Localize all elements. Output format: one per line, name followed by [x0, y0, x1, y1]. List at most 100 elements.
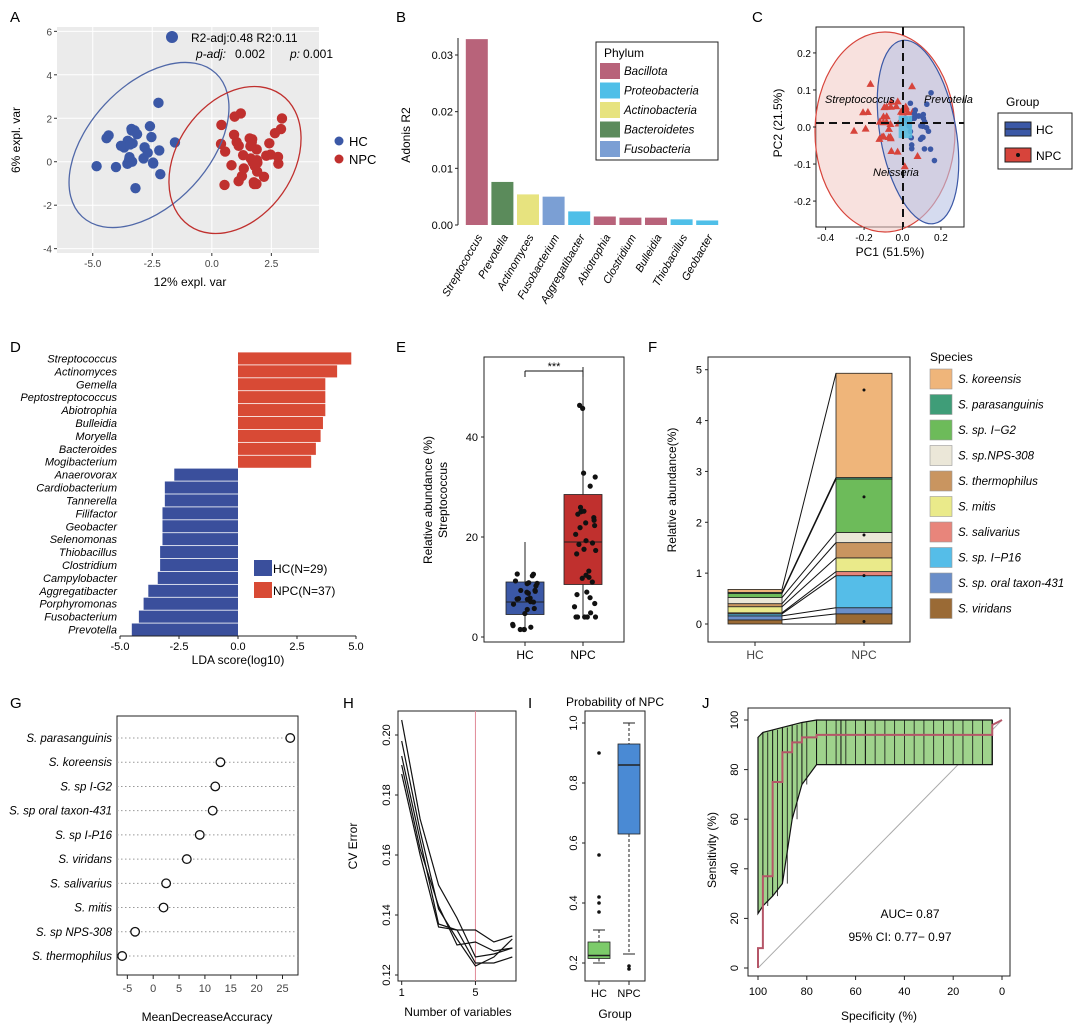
d-ytick-label: Anaerovorax	[54, 470, 118, 482]
a-point-npc	[216, 119, 227, 131]
c-legend-hc: HC	[1036, 123, 1054, 137]
c-point-npc	[861, 124, 870, 132]
a-point-hc	[130, 182, 141, 194]
c-point-hc	[927, 146, 934, 152]
f-legend-label: S. sp. I−G2	[958, 425, 1016, 437]
f-ytick-label: 5	[696, 365, 702, 377]
f-mean-dot	[862, 619, 866, 623]
f-ytick-label: 4	[696, 416, 702, 428]
h-cv-line	[401, 719, 513, 958]
g-xtick-label: -5	[122, 983, 132, 995]
g-ytick-label: S. sp I-P16	[55, 830, 112, 842]
a-point-npc	[219, 146, 231, 157]
c-legend-npc: NPC	[1036, 149, 1062, 163]
i-ytick-label: 1.0	[568, 715, 580, 730]
i-xtick-label: NPC	[617, 988, 640, 1000]
d-legend-hc-key	[254, 560, 272, 576]
d-bar	[174, 468, 238, 481]
panel-a: -5.0 -2.5 0.0 2.5 -4 -2 0 2 4 6 R2-adj:0.48 R2:0.…	[9, 27, 376, 289]
f-legend-title: Species	[930, 350, 973, 364]
d-bar	[238, 404, 326, 417]
f-mean-dot	[862, 574, 866, 578]
a-point-npc	[228, 129, 240, 140]
b-bar	[491, 181, 514, 225]
g-point	[158, 902, 169, 913]
panel-h: 0.12 0.14 0.16 0.18 0.20 1 5 Number of variabl…	[346, 710, 517, 1019]
a-legend-npc-dot	[334, 154, 344, 164]
i-outlier	[597, 910, 601, 914]
g-ytick-label: S. sp oral taxon-431	[9, 806, 112, 818]
c-point-hc	[931, 157, 938, 164]
f-legend-label: S. sp.NPS-308	[958, 451, 1035, 463]
a-point-hc	[155, 168, 166, 180]
a-xtick-label: -2.5	[144, 259, 162, 270]
d-ytick-label: Cardiobacterium	[36, 483, 117, 495]
panel-e: 0 20 40 HC NPC *** Relative abundance (%) St…	[421, 356, 625, 662]
i-outlier	[597, 895, 601, 899]
a-point-hc	[125, 139, 136, 150]
f-segment	[835, 575, 893, 609]
e-point	[586, 568, 592, 574]
a-point-npc	[237, 149, 249, 161]
panel-label-f: F	[648, 339, 657, 356]
c-point-npc	[879, 132, 888, 140]
i-ytick-label: 0.6	[568, 835, 580, 850]
d-xtick-label: 5.0	[348, 641, 363, 653]
e-point	[577, 504, 584, 510]
d-bar	[238, 429, 321, 442]
e-point	[592, 614, 599, 620]
f-segment	[727, 615, 783, 621]
f-legend-label: S. koreensis	[958, 374, 1022, 386]
c-point-npc	[887, 97, 896, 105]
h-plot-frame	[397, 710, 517, 982]
d-ytick-label: Moryella	[75, 431, 117, 443]
d-bar	[238, 442, 316, 455]
g-point	[130, 926, 141, 937]
f-ytick-label: 0	[696, 619, 702, 631]
i-box	[587, 941, 611, 959]
a-ytick-label: 6	[46, 27, 52, 38]
i-xlabel: Group	[598, 1007, 632, 1021]
f-connector	[781, 571, 837, 614]
c-point-hc	[925, 128, 932, 135]
g-ytick-label: S. mitis	[74, 903, 112, 915]
i-outlier	[597, 853, 601, 857]
e-ytick-label: 0	[472, 632, 478, 644]
a-ytick-label: -2	[43, 201, 52, 212]
e-point	[528, 599, 534, 605]
e-point	[587, 595, 593, 601]
c-point-npc	[863, 107, 872, 115]
b-legend-label: Actinobacteria	[623, 105, 697, 117]
b-legend-key	[600, 63, 620, 79]
h-cv-line	[401, 764, 513, 952]
f-xtick-label: NPC	[851, 648, 877, 662]
panel-f: 0 1 2 3 4 5 HC NPC Relative abundance(%) Specie…	[665, 350, 1064, 662]
h-xlabel: Number of variables	[404, 1005, 511, 1019]
g-xtick-label: 15	[225, 983, 237, 995]
e-ylabel-genus: Streptococcus	[436, 462, 450, 538]
f-segment	[835, 542, 893, 559]
panel-d: StreptococcusActinomycesGemellaPeptostre…	[20, 352, 364, 667]
f-connector	[781, 613, 837, 621]
f-connector	[781, 575, 837, 615]
d-bar	[162, 507, 238, 520]
b-bar	[465, 39, 488, 226]
j-xtick-label: 40	[898, 986, 910, 998]
c-xtick-label: 0.2	[934, 233, 948, 244]
j-ylabel: Sensitivity (%)	[705, 812, 719, 888]
e-point	[581, 508, 587, 514]
a-stat-p-adj-value: 0.002	[235, 47, 265, 61]
c-point-npc	[850, 126, 859, 134]
b-bar	[619, 217, 642, 225]
a-point-npc	[275, 123, 287, 135]
b-bar	[593, 216, 616, 225]
f-connector	[781, 607, 837, 617]
c-ytick-label: -0.1	[794, 160, 812, 171]
c-arrow-prevotella: Prevotella	[924, 94, 973, 106]
a-point-npc	[233, 175, 244, 187]
e-point	[522, 610, 528, 617]
j-ytick-label: 20	[729, 912, 741, 924]
a-stat-p-value: 0.001	[303, 47, 333, 61]
d-ytick-label: Geobacter	[66, 521, 119, 533]
e-ytick-label: 40	[466, 432, 478, 444]
